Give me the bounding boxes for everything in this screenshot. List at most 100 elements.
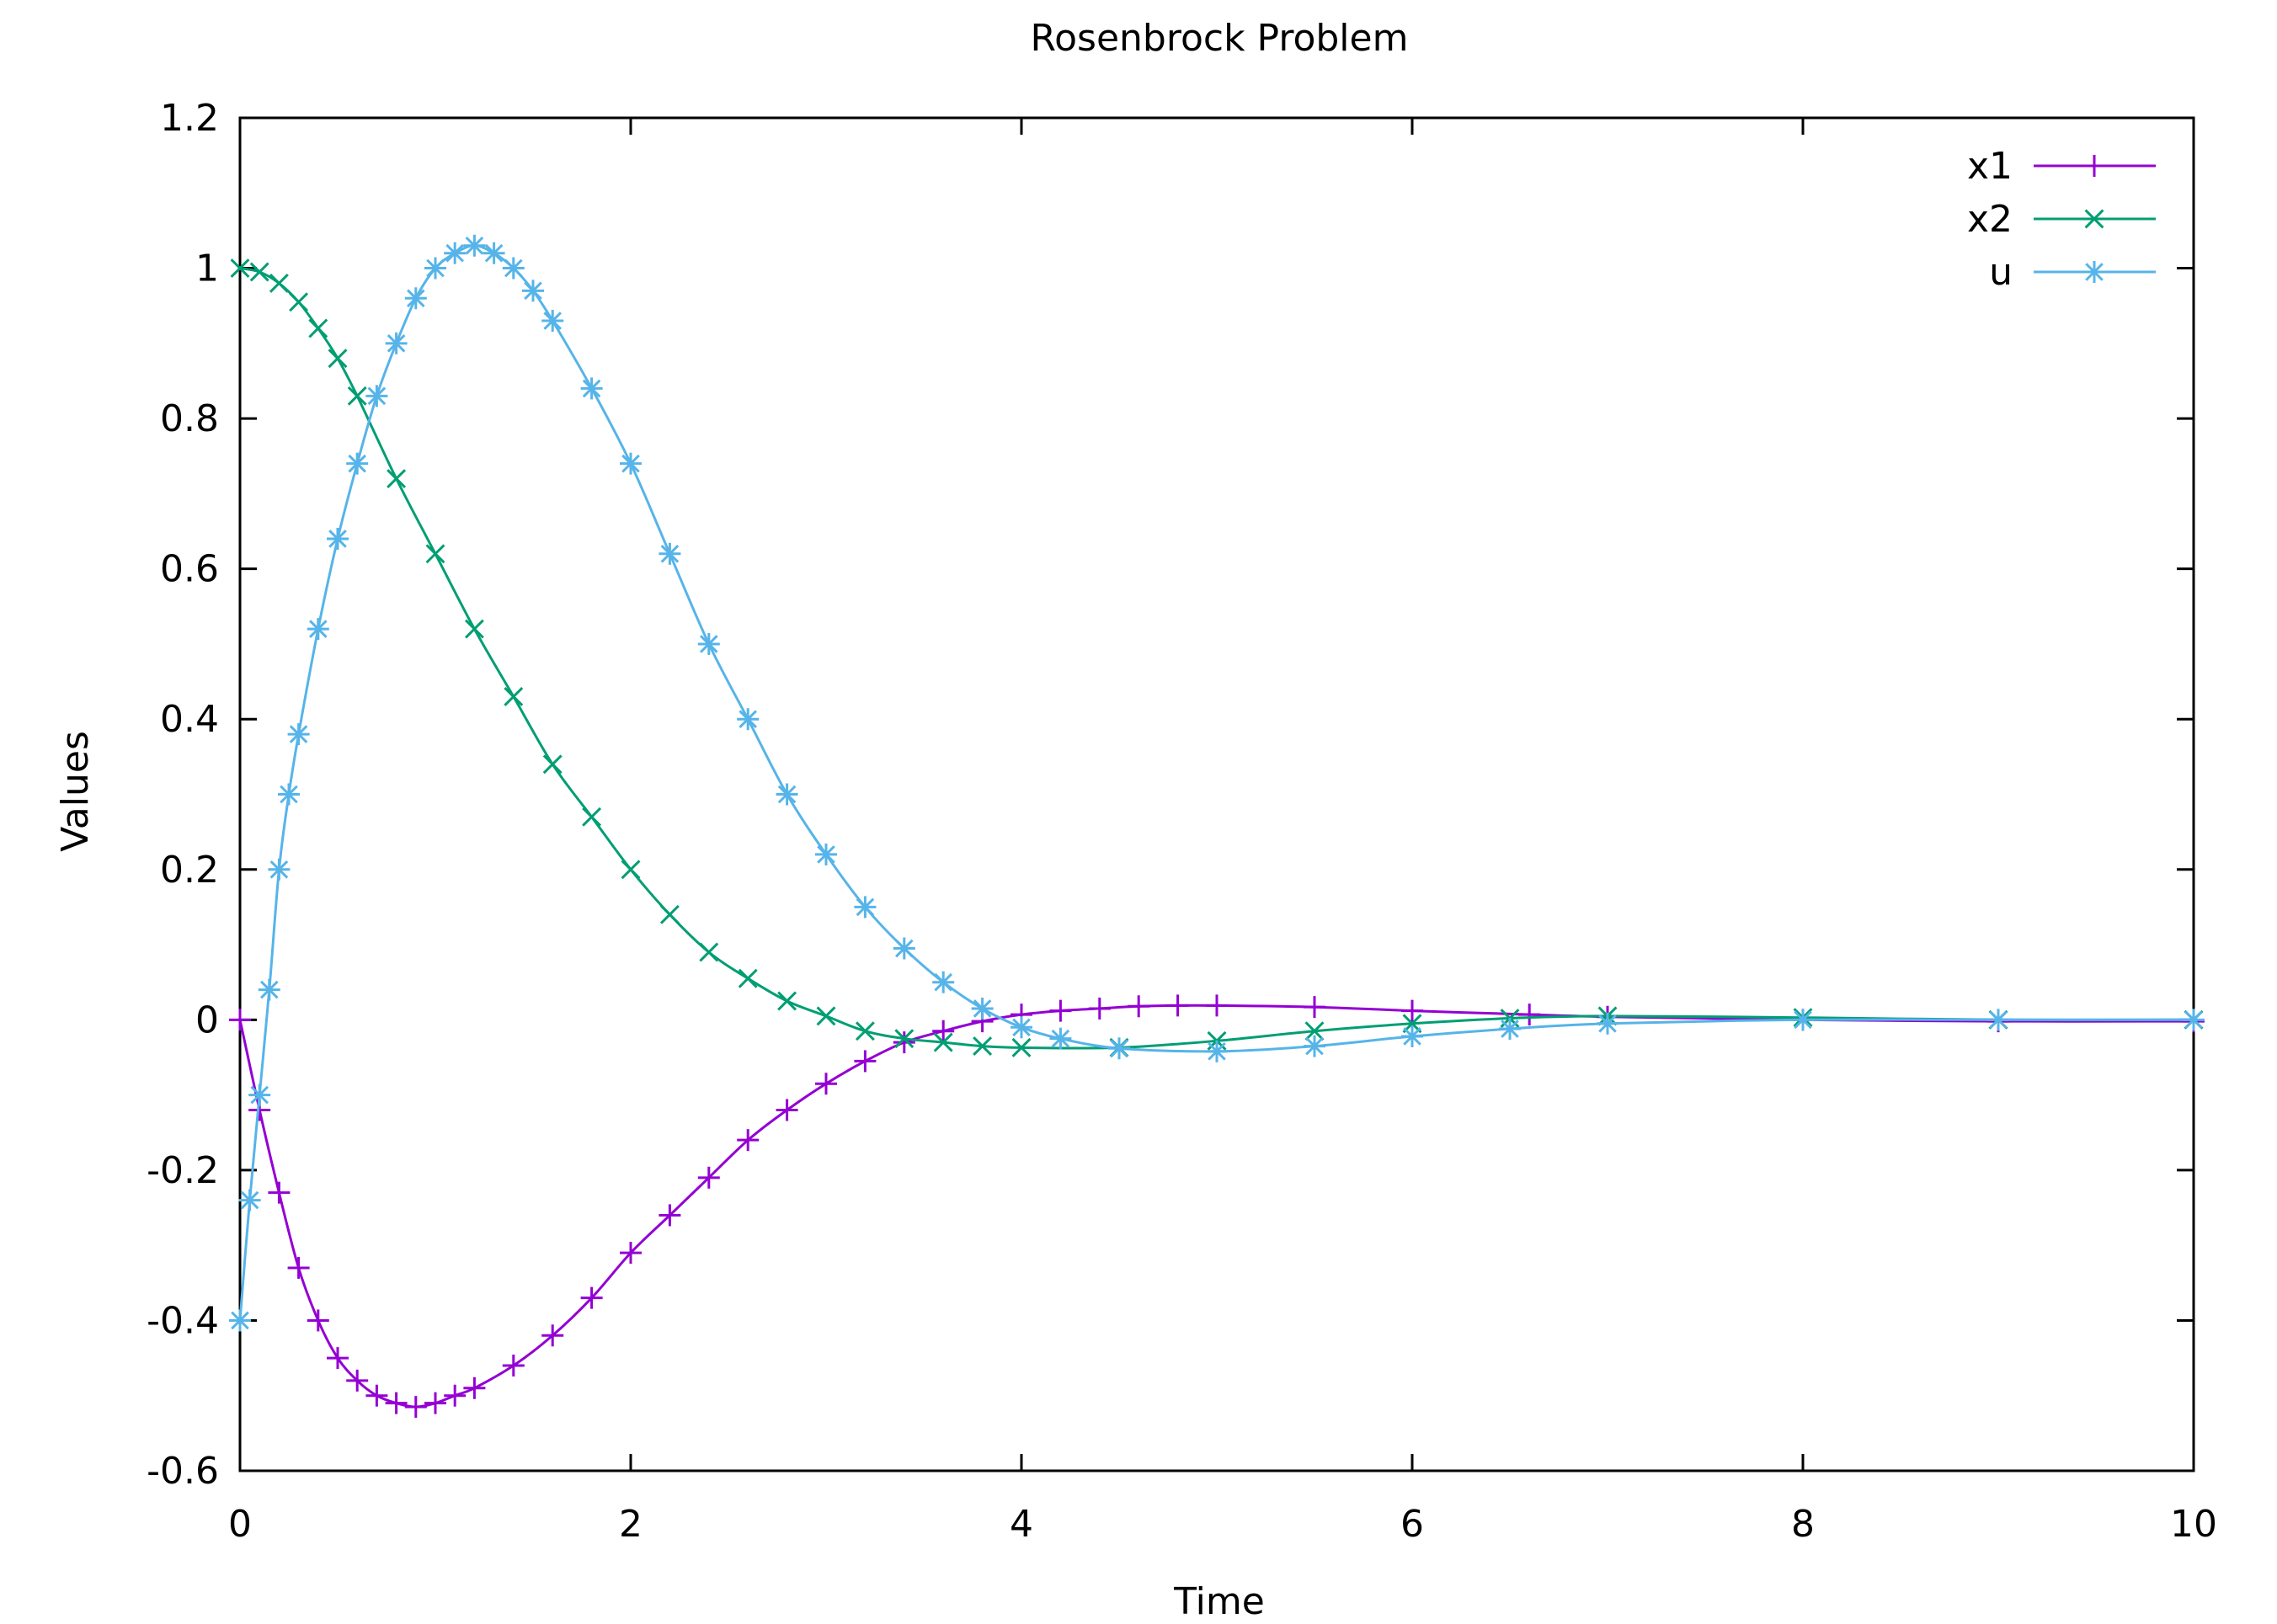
- data-point-u-b: [582, 379, 601, 398]
- data-point-u-b: [894, 939, 914, 958]
- data-point-x1: [424, 1392, 446, 1414]
- data-point-x1: [580, 1286, 603, 1309]
- y-tick-label: 1: [195, 248, 219, 290]
- data-point-x1: [444, 1384, 467, 1407]
- data-point-x1: [541, 1324, 564, 1347]
- x-tick-label: 10: [2170, 1503, 2217, 1546]
- data-point-u: [580, 377, 603, 400]
- legend-label-x1: x1: [1967, 145, 2013, 188]
- y-tick-label: 0.2: [160, 849, 219, 892]
- data-point-u: [1792, 1009, 1814, 1031]
- data-point-x2-b: [347, 386, 367, 406]
- data-point-u: [893, 937, 915, 960]
- data-point-x2: [621, 860, 641, 880]
- data-point-u-b: [259, 980, 279, 999]
- data-point-u-b: [1012, 1018, 1031, 1037]
- data-point-x2: [289, 292, 309, 312]
- data-point-u: [238, 1189, 261, 1211]
- data-point-u: [1108, 1037, 1130, 1060]
- data-point-x1: [1206, 994, 1228, 1017]
- data-point-u: [1049, 1027, 1072, 1050]
- series-line-x2: [239, 267, 2194, 1050]
- series-u: [229, 234, 2205, 1332]
- data-point-u: [278, 783, 300, 806]
- data-point-x2: [347, 386, 367, 406]
- data-point-x2: [816, 1006, 836, 1026]
- data-point-x2-b: [777, 991, 797, 1011]
- data-point-u: [268, 858, 291, 881]
- legend-label-u: u: [1989, 251, 2013, 294]
- data-point-x2: [933, 1032, 953, 1052]
- data-point-u-b: [1989, 1010, 2008, 1030]
- y-axis-label: Values: [54, 731, 97, 852]
- data-point-x2-b: [249, 262, 269, 282]
- data-point-u: [1597, 1012, 1618, 1035]
- data-point-x2-b: [738, 968, 758, 988]
- data-point-u: [1987, 1009, 2009, 1031]
- legend-marker-u: [2083, 261, 2105, 283]
- data-point-x2-b: [973, 1036, 993, 1057]
- legend-marker-x2-b: [2084, 209, 2104, 229]
- data-point-u: [737, 708, 760, 731]
- data-point-u-b: [524, 281, 542, 301]
- data-point-u: [776, 783, 798, 806]
- data-point-x2: [328, 349, 348, 369]
- x-tick-label: 8: [1791, 1503, 1815, 1546]
- data-point-x2: [269, 273, 289, 293]
- data-point-u-b: [1501, 1020, 1519, 1038]
- data-point-x2: [387, 469, 407, 488]
- series-x2: [230, 258, 2204, 1057]
- data-point-x2: [542, 754, 563, 775]
- data-point-u-b: [231, 1311, 249, 1330]
- data-point-u-b: [739, 710, 758, 729]
- data-point-u: [1499, 1018, 1521, 1041]
- x-tick-label: 4: [1010, 1503, 1033, 1546]
- data-point-x1: [268, 1181, 291, 1204]
- y-tick-label: -0.6: [147, 1450, 219, 1493]
- data-point-x2-b: [894, 1029, 915, 1049]
- data-point-x1: [1166, 994, 1189, 1017]
- data-point-u-b: [1051, 1029, 1070, 1048]
- data-point-u: [346, 452, 369, 475]
- data-point-u-b: [426, 258, 445, 278]
- data-point-u: [697, 632, 720, 655]
- data-point-x2: [464, 619, 484, 639]
- data-point-u-b: [543, 311, 563, 330]
- data-point-u: [541, 310, 564, 333]
- data-point-u-b: [348, 454, 367, 473]
- data-point-x2: [855, 1021, 875, 1041]
- data-point-x2: [699, 942, 719, 962]
- data-point-u: [444, 242, 467, 264]
- data-point-x1: [776, 1099, 798, 1121]
- data-point-x2-b: [699, 942, 719, 962]
- data-point-u-b: [269, 860, 289, 879]
- data-point-u-b: [484, 243, 504, 263]
- data-point-x1: [502, 1355, 525, 1377]
- data-point-u: [659, 542, 681, 565]
- data-point-x1: [815, 1073, 837, 1095]
- data-point-u-b: [1794, 1010, 1812, 1030]
- data-point-u: [463, 234, 486, 257]
- data-point-x2-b: [328, 349, 348, 369]
- x-tick-label: 6: [1400, 1503, 1424, 1546]
- data-point-u-b: [621, 454, 640, 473]
- y-tick-label: 0.8: [160, 397, 219, 440]
- data-point-u: [1401, 1025, 1423, 1047]
- series-line-x1: [238, 1004, 2194, 1408]
- data-point-u-b: [328, 530, 347, 548]
- data-point-u-b: [387, 334, 406, 353]
- legend-label-x2: x2: [1967, 198, 2013, 241]
- data-point-u-b: [465, 236, 484, 255]
- data-point-x2-b: [933, 1032, 953, 1052]
- data-point-u: [2183, 1009, 2205, 1031]
- data-point-u: [258, 978, 280, 1001]
- data-point-x1: [659, 1204, 681, 1227]
- data-point-x2-b: [269, 273, 289, 293]
- data-point-u: [932, 971, 955, 993]
- data-point-x2: [777, 991, 797, 1011]
- data-point-x2-b: [855, 1021, 875, 1041]
- data-point-x2: [582, 807, 602, 827]
- data-point-x2-b: [230, 258, 250, 279]
- data-point-x1: [854, 1050, 877, 1073]
- data-point-u: [815, 843, 837, 865]
